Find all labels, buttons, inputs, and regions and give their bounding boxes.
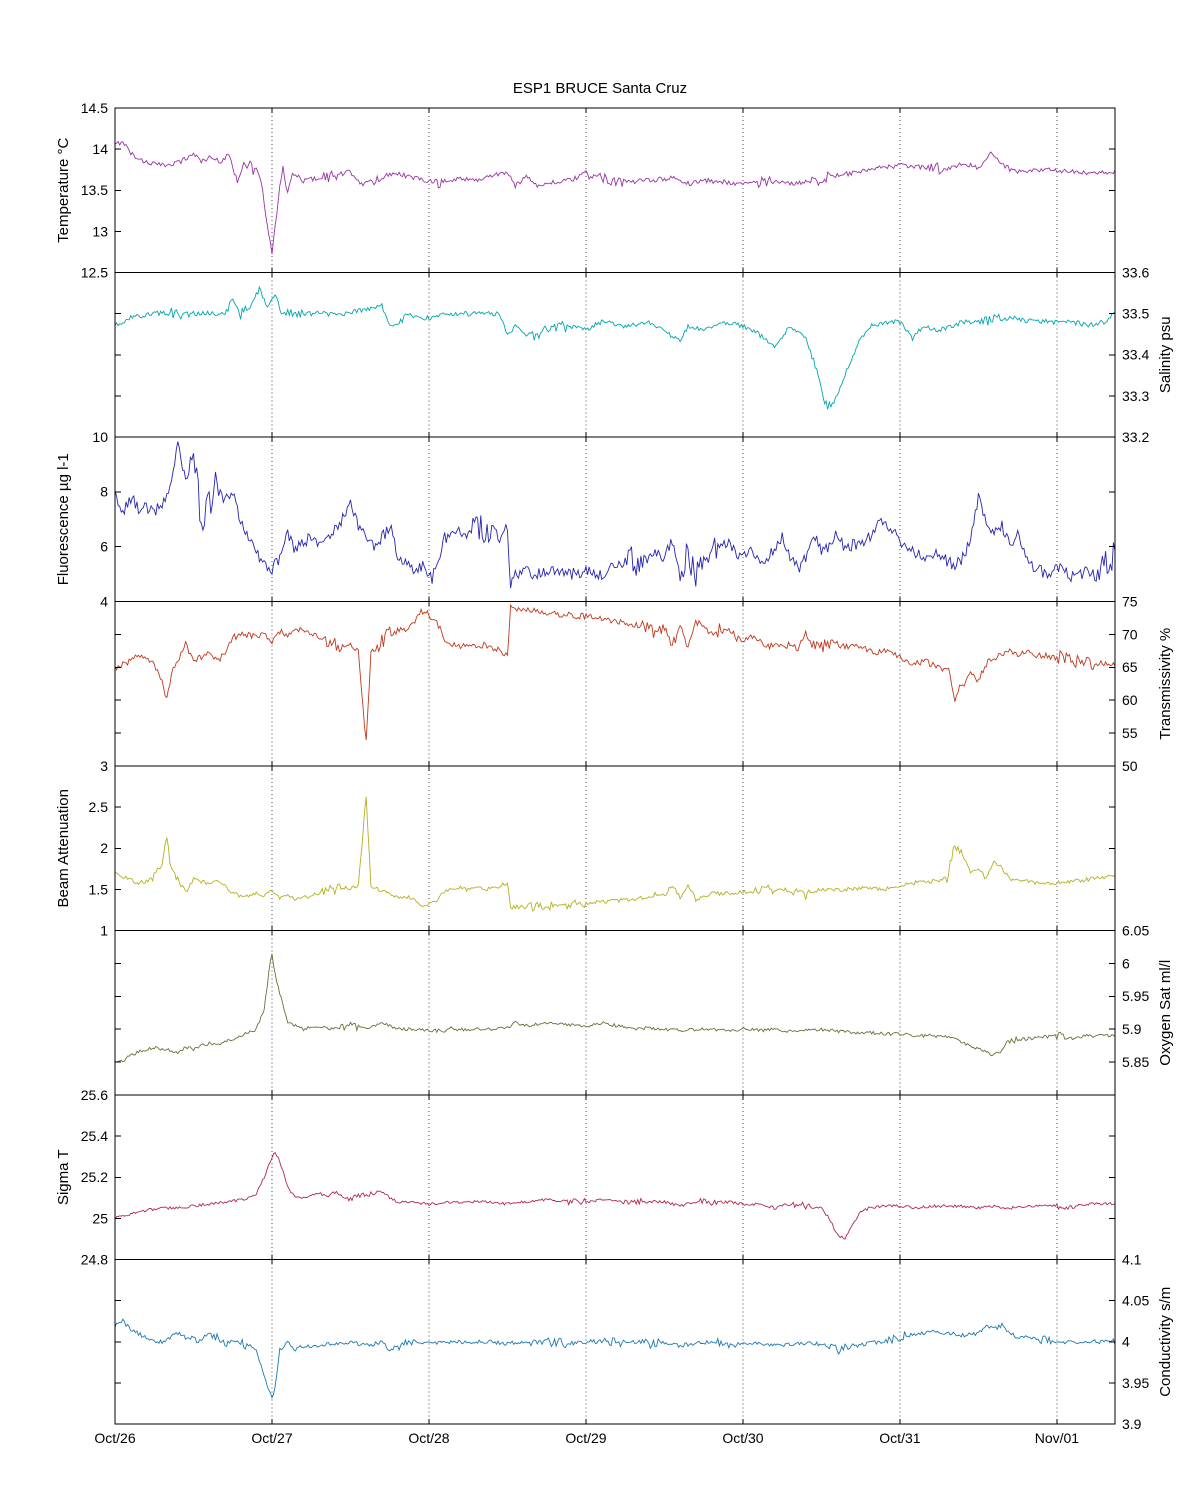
panel-frame [114,930,1116,1096]
oxygen-line [115,953,1115,1063]
oxygen-axis-label: Oxygen Sat ml/l [1157,960,1174,1066]
y-tick-label: 2 [100,840,108,856]
panel-temperature: 12.5 13 13.5 14 14.5 Temperature °C [55,100,1116,280]
panel-frame [114,765,1116,931]
y-tick-label: 5.85 [1122,1054,1149,1070]
conductivity-axis-label: Conductivity s/m [1157,1287,1174,1397]
y-tick-label: 60 [1122,692,1138,708]
x-tick-label: Oct/27 [251,1430,292,1446]
y-tick-label: 3 [100,758,108,774]
x-tick-label: Oct/26 [94,1430,135,1446]
salinity-axis-label: Salinity psu [1157,316,1174,393]
panel-sigma-t: 24.8 25 25.2 25.4 25.6 Sigma T [55,1087,1116,1267]
conductivity-line [115,1318,1115,1400]
x-tick-label: Oct/28 [408,1430,449,1446]
y-tick-label: 4.1 [1122,1251,1142,1267]
temperature-line [115,140,1115,255]
y-tick-label: 4.05 [1122,1293,1149,1309]
beam-attenuation-axis-label: Beam Attenuation [55,789,72,907]
y-tick-label: 4 [100,593,108,609]
fluorescence-line [115,441,1115,589]
y-tick-label: 5.9 [1122,1021,1142,1037]
sigma-t-axis-label: Sigma T [55,1149,72,1205]
panel-frame [114,436,1116,602]
y-tick-label: 25.4 [81,1128,108,1144]
y-tick-label: 1.5 [89,881,109,897]
y-tick-label: 33.4 [1122,347,1149,363]
y-tick-label: 6.05 [1122,922,1149,938]
y-tick-label: 33.3 [1122,388,1149,404]
y-tick-label: 6 [1122,955,1130,971]
y-tick-label: 3.95 [1122,1375,1149,1391]
y-tick-label: 33.2 [1122,429,1149,445]
y-tick-label: 33.6 [1122,264,1149,280]
panel-fluorescence: 4 6 8 10 Fluorescence µg l-1 [55,429,1116,609]
x-tick-label: Nov/01 [1035,1430,1080,1446]
y-tick-label: 8 [100,484,108,500]
panel-frame [114,107,1116,273]
y-tick-label: 33.5 [1122,306,1149,322]
y-tick-label: 70 [1122,626,1138,642]
panel-transmissivity: 50 55 60 65 70 75 Transmissivity % [114,593,1174,774]
y-tick-label: 14.5 [81,100,108,116]
y-tick-label: 1 [100,922,108,938]
y-tick-label: 13 [92,223,108,239]
beam-attenuation-line [115,796,1115,912]
y-tick-label: 50 [1122,758,1138,774]
y-tick-label: 5.95 [1122,988,1149,1004]
y-tick-label: 25 [92,1210,108,1226]
fluorescence-axis-label: Fluorescence µg l-1 [55,453,72,585]
sigma-t-line [115,1152,1115,1240]
y-tick-label: 14 [92,141,108,157]
y-tick-label: 55 [1122,725,1138,741]
y-tick-label: 12.5 [81,264,108,280]
y-tick-label: 13.5 [81,182,108,198]
transmissivity-line [115,603,1115,740]
chart-title: ESP1 BRUCE Santa Cruz [512,80,688,97]
salinity-line [115,285,1115,410]
panel-beam-attenuation: 1 1.5 2 2.5 3 Beam Attenuation [55,758,1116,938]
panel-frame [114,272,1116,438]
y-tick-label: 75 [1122,593,1138,609]
panel-conductivity: 3.9 3.95 4 4.05 4.1 Conductivity s/m [114,1251,1174,1432]
y-tick-label: 25.6 [81,1087,108,1103]
y-tick-label: 4 [1122,1334,1130,1350]
x-tick-label: Oct/31 [879,1430,920,1446]
y-tick-label: 2.5 [89,799,109,815]
y-tick-label: 3.9 [1122,1416,1142,1432]
y-tick-label: 10 [92,429,108,445]
y-tick-label: 6 [100,539,108,555]
y-tick-label: 65 [1122,659,1138,675]
x-tick-label: Oct/30 [722,1430,763,1446]
transmissivity-axis-label: Transmissivity % [1157,628,1174,740]
temperature-axis-label: Temperature °C [55,137,72,242]
y-tick-label: 24.8 [81,1251,108,1267]
y-tick-label: 25.2 [81,1169,108,1185]
panel-salinity: 33.2 33.3 33.4 33.5 33.6 Salinity psu [114,264,1174,445]
x-tick-label: Oct/29 [565,1430,606,1446]
panel-oxygen: 5.85 5.9 5.95 6 6.05 Oxygen Sat ml/l [114,922,1174,1096]
